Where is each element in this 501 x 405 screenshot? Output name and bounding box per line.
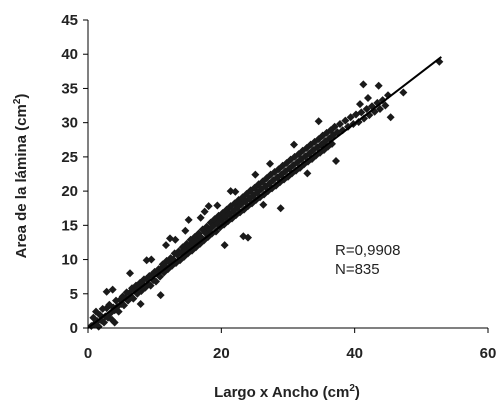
y-ticks: 0 5 10 15 20 25 30 35 40 45 bbox=[61, 12, 88, 337]
data-point bbox=[259, 200, 268, 209]
data-point bbox=[184, 215, 193, 224]
data-point bbox=[249, 191, 258, 200]
data-point bbox=[114, 307, 123, 316]
y-tick-label: 35 bbox=[61, 80, 78, 97]
data-point bbox=[374, 81, 383, 90]
x-axis-title-suffix: ) bbox=[355, 384, 360, 401]
data-point bbox=[171, 235, 180, 244]
y-tick-label: 45 bbox=[61, 12, 78, 29]
data-point bbox=[362, 104, 371, 113]
axes bbox=[87, 20, 488, 329]
data-point bbox=[200, 207, 209, 216]
data-point bbox=[213, 201, 222, 210]
data-point bbox=[147, 255, 156, 264]
y-axis-title-suffix: ) bbox=[13, 94, 30, 99]
data-point bbox=[341, 116, 350, 125]
y-tick-label: 5 bbox=[70, 286, 78, 303]
data-point bbox=[196, 213, 205, 222]
x-tick-label: 0 bbox=[84, 345, 92, 362]
data-point bbox=[181, 226, 190, 235]
y-tick-label: 25 bbox=[61, 149, 78, 166]
data-point bbox=[129, 294, 138, 303]
data-point bbox=[378, 96, 387, 105]
data-point bbox=[330, 122, 339, 131]
data-point bbox=[381, 101, 390, 110]
data-points bbox=[87, 57, 444, 331]
y-axis-title: Area de la lámina (cm2) bbox=[12, 94, 30, 259]
data-point bbox=[108, 285, 117, 294]
data-point bbox=[100, 318, 108, 327]
data-point bbox=[336, 120, 344, 129]
x-axis-title-text: Largo x Ancho (cm bbox=[214, 384, 349, 401]
data-point bbox=[376, 104, 384, 113]
data-point bbox=[399, 88, 408, 97]
data-point bbox=[220, 241, 229, 250]
data-point bbox=[290, 140, 298, 149]
y-tick-label: 20 bbox=[61, 183, 78, 200]
y-tick-label: 15 bbox=[61, 217, 78, 234]
x-tick-label: 20 bbox=[213, 345, 230, 362]
data-point bbox=[359, 80, 368, 89]
data-point bbox=[110, 318, 119, 327]
regression-line bbox=[87, 56, 442, 329]
data-point bbox=[94, 322, 103, 331]
data-point bbox=[314, 117, 323, 126]
data-point bbox=[156, 291, 165, 300]
data-point bbox=[303, 169, 312, 178]
y-tick-label: 10 bbox=[61, 252, 78, 269]
x-ticks: 0 20 40 60 bbox=[84, 328, 497, 362]
x-tick-label: 40 bbox=[346, 345, 363, 362]
annotation-r: R=0,9908 bbox=[335, 242, 400, 259]
data-point bbox=[126, 269, 134, 278]
data-point bbox=[146, 281, 155, 290]
y-tick-label: 30 bbox=[61, 115, 78, 132]
data-point bbox=[332, 156, 340, 165]
y-tick-label: 0 bbox=[70, 320, 78, 337]
data-point bbox=[364, 94, 372, 103]
data-point bbox=[251, 170, 260, 179]
data-point bbox=[386, 113, 395, 122]
data-point bbox=[120, 301, 128, 310]
y-tick-label: 40 bbox=[61, 46, 78, 63]
data-point bbox=[102, 287, 111, 296]
data-point bbox=[136, 300, 145, 309]
y-axis-title-superscript: 2 bbox=[12, 98, 23, 104]
x-axis-title-superscript: 2 bbox=[349, 383, 355, 394]
data-point bbox=[266, 159, 274, 168]
data-point bbox=[346, 113, 355, 122]
data-point bbox=[344, 122, 352, 131]
data-point bbox=[357, 108, 366, 117]
y-axis-title-text: Area de la lámina (cm bbox=[13, 104, 30, 258]
data-point bbox=[152, 277, 160, 286]
data-point bbox=[231, 187, 240, 196]
data-point bbox=[276, 204, 285, 213]
x-axis-title: Largo x Ancho (cm2) bbox=[214, 383, 360, 401]
x-tick-label: 60 bbox=[480, 345, 497, 362]
data-point bbox=[162, 241, 170, 250]
annotation-n: N=835 bbox=[335, 261, 380, 278]
data-point bbox=[244, 233, 252, 242]
data-point bbox=[356, 100, 364, 109]
data-point bbox=[204, 202, 213, 211]
